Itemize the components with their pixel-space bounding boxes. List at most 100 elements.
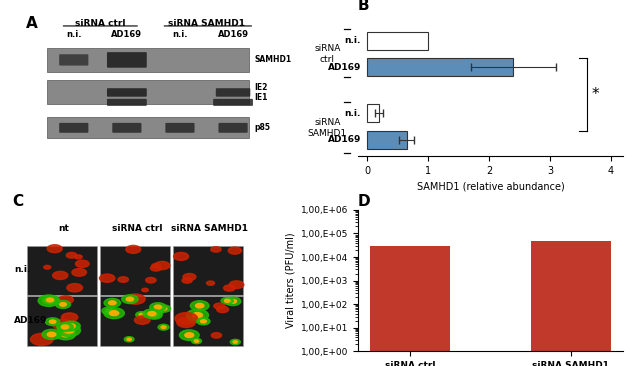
Circle shape bbox=[151, 313, 158, 317]
Circle shape bbox=[126, 245, 141, 253]
Circle shape bbox=[45, 318, 60, 325]
Circle shape bbox=[61, 325, 69, 329]
Circle shape bbox=[61, 332, 70, 337]
Circle shape bbox=[59, 296, 73, 304]
Text: n.i.: n.i. bbox=[14, 265, 31, 274]
Circle shape bbox=[228, 247, 242, 254]
Text: *: * bbox=[591, 87, 599, 102]
Text: siRNA ctrl: siRNA ctrl bbox=[111, 224, 162, 233]
Text: n.i.: n.i. bbox=[172, 30, 188, 39]
Circle shape bbox=[104, 298, 121, 307]
Circle shape bbox=[64, 328, 74, 333]
Circle shape bbox=[56, 329, 76, 340]
Circle shape bbox=[53, 271, 68, 280]
Bar bbox=[370, 246, 450, 366]
Circle shape bbox=[207, 281, 214, 285]
Text: n.i.: n.i. bbox=[66, 30, 81, 39]
Text: n.i.: n.i. bbox=[345, 37, 361, 45]
Circle shape bbox=[182, 278, 192, 283]
Circle shape bbox=[55, 300, 71, 309]
Circle shape bbox=[190, 301, 209, 311]
Circle shape bbox=[223, 285, 235, 291]
Text: siRNA SAMHD1: siRNA SAMHD1 bbox=[171, 224, 248, 233]
Circle shape bbox=[66, 253, 77, 258]
Circle shape bbox=[175, 313, 198, 325]
Circle shape bbox=[200, 320, 207, 323]
FancyBboxPatch shape bbox=[213, 99, 253, 106]
Text: p85: p85 bbox=[254, 123, 270, 132]
Circle shape bbox=[139, 313, 144, 316]
Text: siRNA
SAMHD1: siRNA SAMHD1 bbox=[308, 119, 347, 138]
Circle shape bbox=[158, 324, 169, 330]
Circle shape bbox=[217, 306, 228, 313]
Circle shape bbox=[126, 294, 145, 304]
Bar bbox=[100, 246, 170, 295]
Circle shape bbox=[233, 341, 238, 343]
Circle shape bbox=[186, 309, 209, 321]
Circle shape bbox=[157, 305, 170, 312]
Circle shape bbox=[44, 298, 53, 303]
Circle shape bbox=[142, 288, 148, 292]
Circle shape bbox=[152, 264, 160, 268]
Circle shape bbox=[230, 299, 237, 303]
FancyBboxPatch shape bbox=[165, 123, 195, 133]
Circle shape bbox=[60, 303, 66, 306]
Circle shape bbox=[230, 339, 240, 345]
Circle shape bbox=[104, 308, 125, 319]
Circle shape bbox=[31, 333, 53, 346]
FancyBboxPatch shape bbox=[113, 123, 141, 133]
X-axis label: SAMHD1 (relative abundance): SAMHD1 (relative abundance) bbox=[417, 182, 564, 191]
Text: IE2
IE1: IE2 IE1 bbox=[254, 83, 268, 102]
FancyBboxPatch shape bbox=[59, 54, 88, 66]
Circle shape bbox=[156, 310, 161, 313]
FancyBboxPatch shape bbox=[216, 88, 251, 97]
Circle shape bbox=[148, 311, 156, 316]
Circle shape bbox=[124, 337, 134, 342]
Circle shape bbox=[230, 281, 244, 288]
Circle shape bbox=[135, 311, 148, 318]
Text: n.i.: n.i. bbox=[345, 109, 361, 118]
Text: siRNA ctrl: siRNA ctrl bbox=[75, 19, 125, 28]
Circle shape bbox=[193, 313, 202, 318]
FancyBboxPatch shape bbox=[218, 123, 247, 133]
Text: SAMHD1: SAMHD1 bbox=[254, 55, 291, 64]
Bar bbox=[174, 246, 243, 295]
Circle shape bbox=[50, 320, 56, 324]
Circle shape bbox=[118, 277, 128, 282]
FancyBboxPatch shape bbox=[107, 52, 147, 68]
FancyBboxPatch shape bbox=[107, 88, 147, 97]
Text: AD169: AD169 bbox=[328, 63, 361, 72]
Circle shape bbox=[67, 324, 75, 328]
Circle shape bbox=[62, 313, 78, 322]
Text: B: B bbox=[358, 0, 370, 14]
Circle shape bbox=[221, 298, 233, 304]
Circle shape bbox=[146, 311, 162, 319]
Circle shape bbox=[42, 329, 61, 339]
FancyBboxPatch shape bbox=[47, 81, 249, 104]
Circle shape bbox=[61, 321, 73, 328]
Circle shape bbox=[126, 297, 134, 301]
Circle shape bbox=[183, 273, 196, 280]
Text: D: D bbox=[358, 194, 370, 209]
Circle shape bbox=[225, 297, 241, 306]
Text: A: A bbox=[26, 16, 38, 31]
FancyBboxPatch shape bbox=[59, 123, 88, 133]
Circle shape bbox=[188, 317, 199, 322]
Text: nt: nt bbox=[59, 224, 69, 233]
Text: AD169: AD169 bbox=[218, 30, 249, 39]
Circle shape bbox=[121, 295, 138, 303]
Bar bbox=[174, 296, 243, 346]
Circle shape bbox=[194, 340, 199, 342]
Bar bbox=[27, 296, 97, 346]
Circle shape bbox=[102, 307, 116, 314]
Circle shape bbox=[197, 318, 210, 325]
Circle shape bbox=[99, 274, 115, 282]
Circle shape bbox=[134, 316, 150, 324]
Y-axis label: Viral titers (PFU/ml): Viral titers (PFU/ml) bbox=[285, 233, 295, 328]
Bar bbox=[367, 32, 428, 50]
Circle shape bbox=[185, 333, 194, 337]
Bar bbox=[367, 58, 513, 76]
Circle shape bbox=[177, 318, 195, 328]
Circle shape bbox=[191, 339, 202, 344]
Circle shape bbox=[76, 260, 89, 268]
